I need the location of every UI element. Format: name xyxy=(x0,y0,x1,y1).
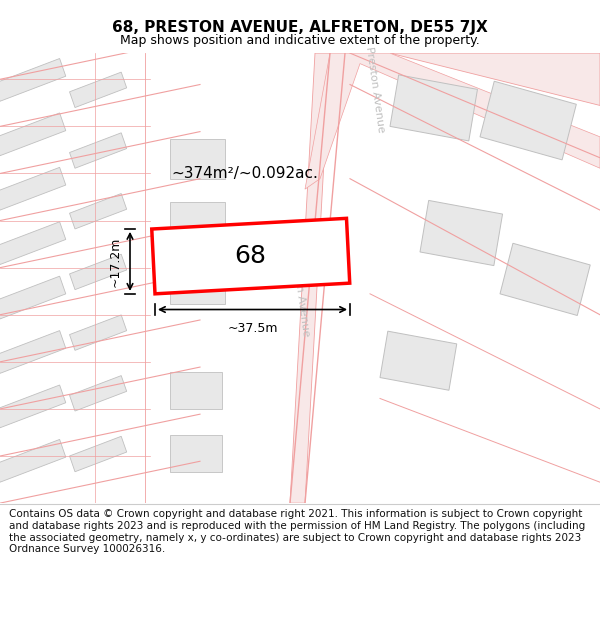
Polygon shape xyxy=(170,372,222,409)
Polygon shape xyxy=(70,194,127,229)
Polygon shape xyxy=(0,276,66,319)
Polygon shape xyxy=(290,53,330,503)
Text: Map shows position and indicative extent of the property.: Map shows position and indicative extent… xyxy=(120,34,480,47)
Polygon shape xyxy=(170,139,225,179)
Text: ~17.2m: ~17.2m xyxy=(109,236,122,287)
Polygon shape xyxy=(0,59,66,101)
Text: Contains OS data © Crown copyright and database right 2021. This information is : Contains OS data © Crown copyright and d… xyxy=(9,509,585,554)
Text: Preston Avenue: Preston Avenue xyxy=(364,46,386,134)
Text: ~374m²/~0.092ac.: ~374m²/~0.092ac. xyxy=(172,166,319,181)
Text: 68, PRESTON AVENUE, ALFRETON, DE55 7JX: 68, PRESTON AVENUE, ALFRETON, DE55 7JX xyxy=(112,20,488,35)
Text: ~37.5m: ~37.5m xyxy=(227,322,278,335)
Polygon shape xyxy=(70,254,127,289)
Polygon shape xyxy=(70,376,127,411)
Polygon shape xyxy=(152,218,350,294)
Polygon shape xyxy=(170,435,222,472)
Polygon shape xyxy=(420,201,503,266)
Polygon shape xyxy=(480,81,577,160)
Text: Preston Avenue: Preston Avenue xyxy=(289,250,311,338)
Text: 68: 68 xyxy=(235,244,267,268)
Polygon shape xyxy=(305,53,600,189)
Polygon shape xyxy=(0,385,66,428)
Polygon shape xyxy=(0,168,66,210)
Polygon shape xyxy=(70,133,127,168)
Polygon shape xyxy=(70,72,127,107)
Polygon shape xyxy=(0,113,66,156)
Polygon shape xyxy=(380,331,457,390)
Polygon shape xyxy=(390,75,478,141)
Polygon shape xyxy=(0,439,66,483)
Polygon shape xyxy=(500,243,590,316)
Polygon shape xyxy=(0,331,66,373)
Polygon shape xyxy=(390,53,600,106)
Polygon shape xyxy=(170,202,225,241)
Polygon shape xyxy=(70,315,127,351)
Polygon shape xyxy=(170,264,225,304)
Polygon shape xyxy=(70,436,127,472)
Polygon shape xyxy=(0,222,66,264)
